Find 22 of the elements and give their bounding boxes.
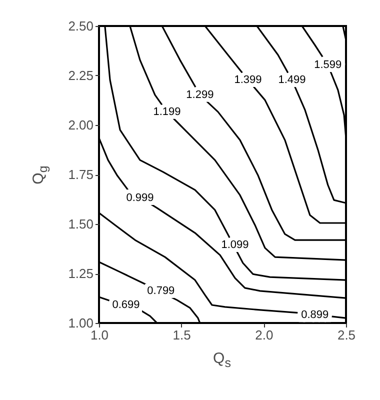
annotation: 0.799 [147, 284, 175, 297]
annotation: 0.999 [126, 192, 154, 204]
y-tick-label: 1.50 [68, 216, 94, 232]
annotation: 1.099 [221, 238, 249, 251]
annotation: 1.599 [314, 59, 342, 72]
x-axis-title: Q$_{s}$ [213, 350, 231, 370]
annotation: 0.699 [112, 298, 140, 311]
x-tick-label: 1.0 [90, 328, 109, 342]
x-tick-label: 2.5 [337, 328, 356, 342]
y-tick-label: 1.75 [68, 167, 94, 182]
annotation: 1.199 [153, 106, 181, 118]
x-tick-label: 2.0 [255, 328, 274, 342]
y-tick-label: 1.25 [68, 266, 94, 281]
annotation: 0.899 [301, 309, 329, 322]
y-tick-label: 1.00 [68, 316, 94, 330]
y-tick-label: 2.00 [68, 118, 94, 132]
y-tick-label: 2.50 [68, 18, 94, 34]
x-tick-label: 1.5 [172, 328, 191, 342]
annotation: 1.299 [186, 88, 214, 101]
annotation: 1.399 [234, 74, 262, 86]
annotation: 1.499 [278, 74, 306, 86]
y-tick-label: 2.25 [68, 68, 94, 83]
